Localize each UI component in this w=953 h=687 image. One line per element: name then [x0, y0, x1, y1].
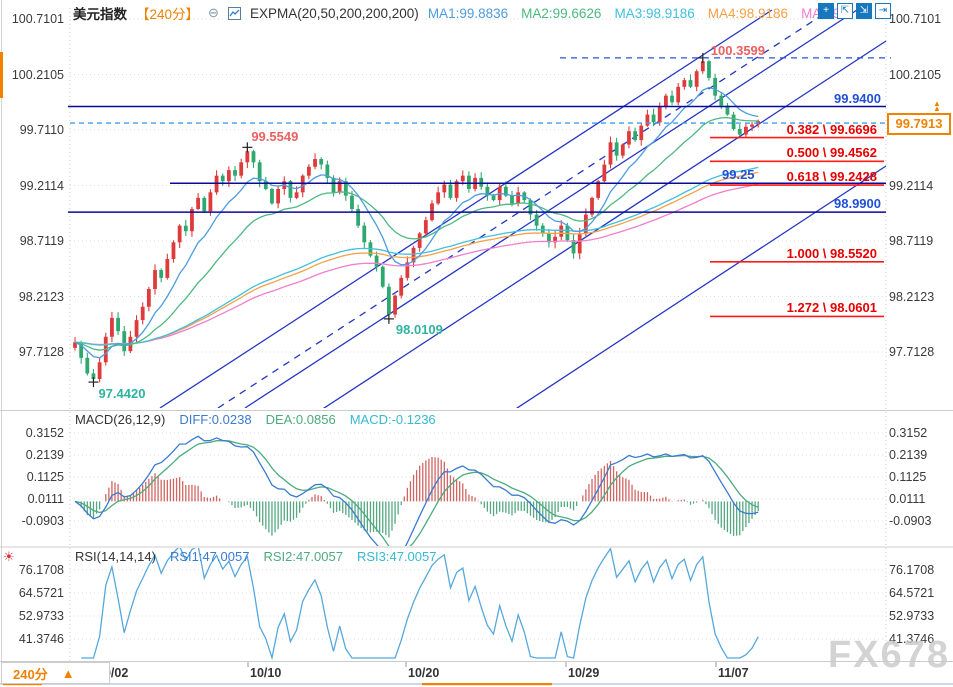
axis-tick: -0.0903: [889, 514, 932, 528]
axis-tick: 0.1125: [26, 470, 64, 484]
indicator-value: MA1:99.8836: [427, 5, 509, 21]
indicator-value: RSI2:47.0057: [263, 549, 343, 564]
sun-icon: ☀: [3, 549, 15, 564]
chart-toolbar: + ⇱ ⇲ ⇥: [818, 3, 891, 19]
main-right-axis: 100.7101 100.2105 99.2114 98.7119 98.2123 97.…: [889, 0, 951, 687]
step-forward-icon[interactable]: ⇥: [875, 3, 891, 19]
indicator-value: MA3:98.9186: [614, 5, 695, 21]
collapse-icon[interactable]: ⊖: [208, 5, 219, 20]
chart-header: 美元指数 【240分】 ⊖ EXPMA(20,50,200,200,200) M…: [73, 3, 864, 23]
axis-tick: 64.5721: [889, 586, 935, 600]
rsi-left-axis: 76.1708 64.5721 52.9733 41.3746: [0, 0, 64, 687]
axis-tick: 0.0111: [889, 492, 926, 506]
timeframe-button-label: 240分: [13, 666, 48, 682]
date-label: 10/10: [250, 666, 282, 680]
fit-left-icon[interactable]: ⇱: [837, 3, 853, 19]
axis-tick: 100.7101: [889, 12, 942, 26]
macd-title: MACD(26,12,9): [75, 412, 166, 427]
date-label: 11/07: [718, 666, 749, 680]
axis-tick: 52.9733: [18, 609, 64, 623]
timeframe-button[interactable]: 240分 ▲: [1, 662, 110, 684]
indicator-label: EXPMA(20,50,200,200,200): [249, 5, 419, 21]
axis-tick: 98.2123: [18, 289, 64, 304]
rsi-title: RSI(14,14,14): [75, 549, 156, 564]
indicator-value: DEA:0.0856: [265, 412, 336, 427]
axis-tick: 0.1125: [889, 470, 927, 484]
price-up-arrow-icon: ▲ ▲: [933, 98, 941, 113]
indicator-value: DIFF:0.0238: [179, 412, 252, 427]
fit-right-icon[interactable]: ⇲: [856, 3, 872, 19]
date-label: 10/20: [408, 666, 440, 680]
axis-tick: 100.2105: [889, 67, 942, 82]
chevron-up-icon: ▲: [61, 665, 75, 681]
axis-tick: 99.2114: [889, 178, 934, 193]
axis-tick: 100.2105: [11, 67, 64, 82]
axis-tick: 0.2139: [25, 448, 64, 462]
indicator-value: MACD:-0.1236: [349, 412, 436, 427]
axis-tick: 99.7110: [19, 123, 64, 137]
axis-tick: 41.3746: [889, 632, 935, 646]
axis-tick: 76.1708: [18, 563, 64, 577]
line-chart-icon[interactable]: [227, 6, 241, 20]
axis-tick: 97.7128: [889, 345, 935, 359]
axis-tick: -0.0903: [21, 514, 64, 528]
date-label: 10/29: [568, 666, 600, 680]
main-left-axis: 100.7101 100.2105 99.7110 99.2114 98.7119 98.…: [0, 0, 64, 687]
macd-header: MACD(26,12,9) DIFF:0.0238 DEA:0.0856 MACD:-…: [75, 412, 464, 427]
indicator-value: RSI3:47.0057: [356, 549, 437, 564]
indicator-value: RSI1:47.0057: [169, 549, 250, 564]
rsi-right-axis: 76.1708 64.5721 52.9733 41.3746: [889, 0, 951, 687]
ma-values: MA1:99.8836 MA2:99.6626 MA3:98.9186 MA4:98.…: [428, 6, 865, 21]
axis-tick: 98.7119: [889, 234, 934, 248]
macd-left-axis: 0.3152 0.2139 0.1125 0.0111 -0.0903: [0, 0, 64, 687]
axis-tick: 98.7119: [19, 234, 64, 248]
axis-tick: 99.2114: [19, 178, 64, 193]
indicator-value: MA2:99.6626: [521, 5, 602, 21]
axis-tick: 0.2139: [889, 448, 928, 462]
axis-tick: 0.3152: [25, 426, 64, 440]
watermark: FX678: [828, 634, 950, 676]
macd-right-axis: 0.3152 0.2139 0.1125 0.0111 -0.0903: [889, 0, 951, 687]
rsi-header: RSI(14,14,14) RSI1:47.0057 RSI2:47.0057 RSI…: [75, 549, 464, 564]
axis-tick: 76.1708: [889, 563, 935, 577]
indicator-value: MA4:98.9186: [707, 5, 789, 21]
current-price-value: 99.7913: [895, 115, 943, 131]
macd-values: DIFF:0.0238 DEA:0.0856 MACD:-0.1236: [179, 412, 449, 427]
axis-tick: 52.9733: [889, 609, 935, 623]
axis-tick: 0.0111: [27, 492, 64, 506]
current-price-box: 99.7913: [887, 112, 951, 135]
symbol-title: 美元指数: [73, 7, 127, 22]
rsi-values: RSI1:47.0057 RSI2:47.0057 RSI3:47.0057: [170, 549, 451, 564]
axis-tick: 64.5721: [18, 586, 64, 600]
timeframe-label: 【240分】: [136, 7, 200, 22]
pan-icon[interactable]: +: [818, 3, 834, 19]
axis-tick: 0.3152: [889, 426, 928, 440]
axis-tick: 41.3746: [18, 632, 64, 646]
axis-tick: 100.7101: [11, 12, 64, 26]
axis-tick: 97.7128: [18, 345, 64, 359]
axis-tick: 98.2123: [889, 289, 935, 304]
